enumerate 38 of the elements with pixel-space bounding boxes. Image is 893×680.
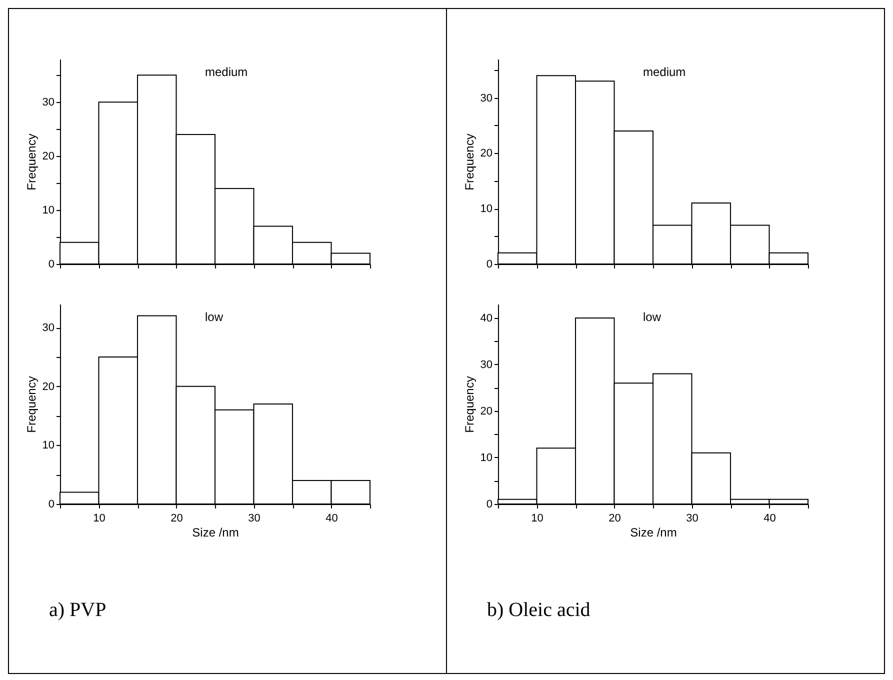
y-tick-label: 0 xyxy=(486,498,492,510)
y-tick-label: 10 xyxy=(42,204,54,217)
x-tick-label: 30 xyxy=(248,512,260,524)
y-tick-label: 20 xyxy=(480,148,492,160)
y-tick-label: 0 xyxy=(48,258,54,270)
x-tick-label: 30 xyxy=(686,512,698,524)
y-tick-label: 30 xyxy=(42,96,54,109)
y-tick-label: 20 xyxy=(480,405,492,418)
x-tick-label: 10 xyxy=(93,512,106,524)
y-tick-label: 20 xyxy=(42,380,54,393)
annotation: low xyxy=(205,310,224,324)
x-tick-label: 20 xyxy=(170,512,183,524)
y-axis-title: Frequency xyxy=(24,376,38,433)
y-tick-label: 30 xyxy=(42,322,54,334)
x-tick-label: 20 xyxy=(608,512,621,524)
annotation: low xyxy=(643,310,662,324)
y-tick-label: 20 xyxy=(42,150,54,163)
y-axis-title: Frequency xyxy=(462,376,476,433)
y-tick-label: 30 xyxy=(480,358,492,371)
y-tick-label: 10 xyxy=(42,440,54,452)
x-tick-label: 40 xyxy=(326,512,338,524)
figure-frame: 0 10 20 30 Frequency medium 10 20 30 40 Size /nm 0 10 20 30 Frequency low a) PVP 0 10 20 30 Frequency medium 10 20 30 40 Size /nm 0 10 20 30 40 Frequency low b) Oleic acid xyxy=(8,8,885,674)
x-tick-label: 40 xyxy=(764,512,776,524)
annotation: medium xyxy=(643,65,686,79)
y-axis-title: Frequency xyxy=(462,134,476,190)
y-tick-label: 30 xyxy=(480,92,492,104)
y-axis-title: Frequency xyxy=(24,134,38,190)
x-tick-label: 10 xyxy=(531,512,544,524)
annotation: medium xyxy=(205,65,248,79)
y-tick-label: 10 xyxy=(480,203,492,216)
y-tick-label: 10 xyxy=(480,452,492,464)
y-tick-label: 40 xyxy=(480,312,492,324)
text: b) Oleic acid xyxy=(487,599,590,622)
y-tick-label: 0 xyxy=(48,498,54,510)
x-axis-title: Size /nm xyxy=(630,526,677,540)
y-tick-label: 0 xyxy=(486,258,492,270)
text: a) PVP xyxy=(49,599,106,622)
x-axis-title: Size /nm xyxy=(192,526,239,540)
